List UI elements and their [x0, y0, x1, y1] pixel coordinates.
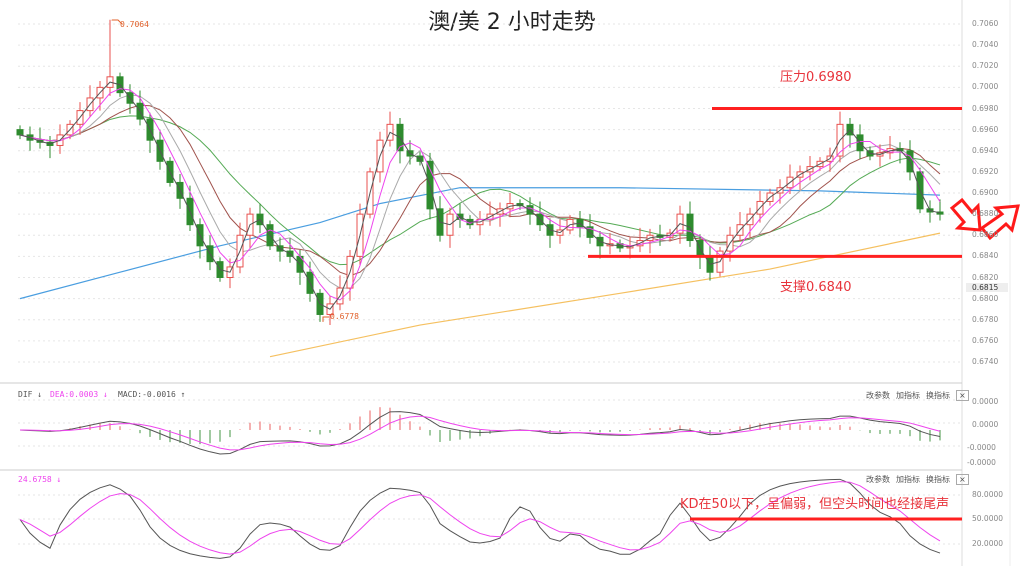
- ma-long-line: [19, 187, 941, 300]
- ma5-line: [19, 81, 941, 310]
- y-tick-label: 0.6860: [972, 230, 999, 240]
- arrow-down-right-icon: [949, 197, 982, 232]
- candle-body: [16, 129, 24, 136]
- macd-dea-label: DEA:0.0003 ↓: [50, 390, 108, 399]
- low-marker: [322, 316, 329, 322]
- kd-k-line: [19, 478, 941, 559]
- kd-edit-params-button[interactable]: 改参数: [866, 475, 890, 484]
- y-tick-label: 0.6980: [972, 103, 999, 113]
- macd-switch-indicator-button[interactable]: 换指标: [926, 391, 950, 400]
- macd-dif-label: DIF ↓: [18, 390, 43, 399]
- macd-value-label: MACD:-0.0016 ↑: [118, 390, 186, 399]
- y-tick-label: 0.6920: [972, 166, 999, 176]
- macd-add-indicator-button[interactable]: 加指标: [896, 391, 920, 400]
- macd-axis-tick: 0.0000: [972, 420, 999, 429]
- ma10-line: [19, 88, 941, 301]
- y-tick-label: 0.6800: [972, 293, 999, 303]
- y-tick-label: 0.7060: [972, 19, 999, 28]
- kd-toolbar: 改参数 加指标 换指标 ×: [866, 474, 969, 485]
- low-label: 0.6778: [330, 312, 359, 321]
- y-tick-label: 0.6940: [972, 145, 999, 155]
- kd-add-indicator-button[interactable]: 加指标: [896, 475, 920, 484]
- chart-title: 澳/美 2 小时走势: [428, 10, 596, 35]
- high-marker: [111, 19, 123, 25]
- kd-value-label: 24.6758 ↓: [18, 475, 62, 484]
- current-price-tag: 0.6815: [966, 283, 1008, 292]
- macd-close-button[interactable]: ×: [956, 390, 969, 401]
- ma60-line: [19, 115, 941, 266]
- ma30-line: [19, 104, 941, 277]
- macd-axis-tick: 0.0000: [972, 397, 999, 406]
- macd-dif-line: [19, 411, 941, 455]
- kd-d-line: [19, 481, 941, 555]
- y-tick-label: 0.6900: [972, 188, 999, 197]
- arrow-up-right-icon: [979, 204, 1020, 241]
- y-tick-label: 0.7020: [972, 61, 999, 71]
- y-tick-label: 0.6840: [972, 251, 999, 261]
- macd-dea-line: [19, 415, 941, 451]
- y-tick-label: 0.6820: [972, 272, 999, 282]
- kd-axis-tick: 20.0000: [972, 539, 1004, 548]
- y-tick-label: 0.6760: [972, 335, 999, 345]
- y-tick-label: 0.6780: [972, 314, 999, 324]
- y-tick-label: 0.6740: [972, 357, 999, 366]
- support-label: 支撑0.6840: [780, 280, 852, 295]
- macd-axis-tick: -0.0000: [967, 458, 996, 467]
- kd-axis-tick: 50.0000: [972, 514, 1004, 523]
- resistance-label: 压力0.6980: [780, 70, 852, 85]
- kd-comment: KD在50以下，呈偏弱，但空头时间也经接尾声: [680, 497, 950, 512]
- y-tick-label: 0.6880: [972, 209, 999, 219]
- y-tick-label: 0.6960: [972, 124, 999, 134]
- macd-axis-tick: -0.0000: [967, 443, 996, 452]
- kd-axis-tick: 80.0000: [972, 490, 1004, 499]
- ma20-line: [19, 94, 941, 289]
- y-tick-label: 0.7000: [972, 82, 999, 92]
- macd-toolbar: 改参数 加指标 换指标 ×: [866, 390, 969, 401]
- kd-switch-indicator-button[interactable]: 换指标: [926, 475, 950, 484]
- macd-edit-params-button[interactable]: 改参数: [866, 391, 890, 400]
- y-tick-label: 0.7040: [972, 40, 999, 50]
- kd-close-button[interactable]: ×: [956, 474, 969, 485]
- high-label: 0.7064: [120, 20, 149, 29]
